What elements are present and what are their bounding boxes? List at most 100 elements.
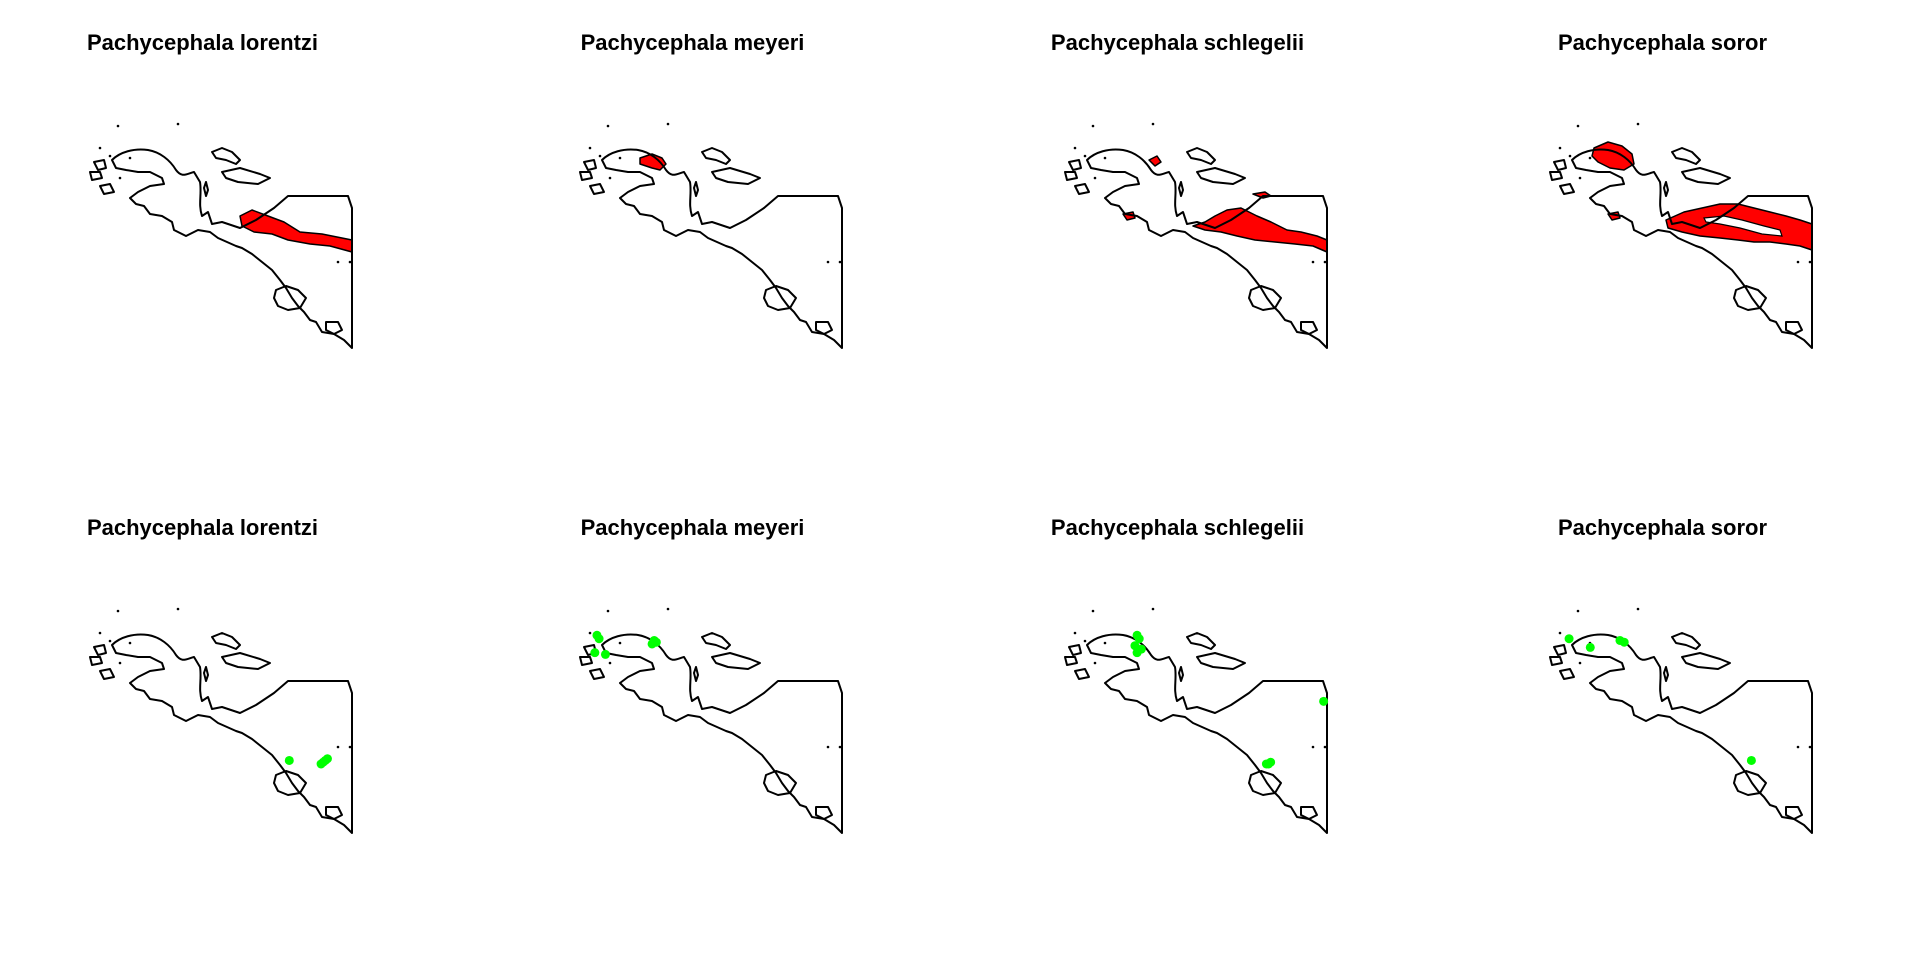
island-outline: [763, 770, 797, 796]
species-title: Pachycephala schlegelii: [1050, 30, 1305, 55]
islet: [176, 122, 180, 126]
map: [1549, 607, 1813, 834]
island-outline: [1553, 644, 1567, 656]
island-outline: [273, 285, 307, 311]
islet: [598, 154, 602, 158]
occurrence-point: [1134, 634, 1144, 644]
islet: [608, 176, 612, 180]
islet: [826, 260, 830, 264]
islet: [128, 156, 132, 160]
island-outline: [1681, 167, 1731, 185]
island-outline: [89, 171, 103, 181]
islet: [1093, 661, 1097, 665]
islet: [336, 745, 340, 749]
islet: [588, 631, 592, 635]
islet: [1151, 607, 1155, 611]
island-outline: [1248, 770, 1282, 796]
islet: [118, 176, 122, 180]
islet: [606, 124, 610, 128]
occurrence-point: [1319, 696, 1329, 706]
island-outline: [1549, 171, 1563, 181]
island-outline: [325, 321, 343, 335]
island-outline: [1733, 770, 1767, 796]
island-outline: [1074, 183, 1090, 195]
islet: [1093, 176, 1097, 180]
occurrence-point: [1746, 755, 1756, 765]
island-outline: [583, 159, 597, 171]
occurrence-point: [647, 639, 657, 649]
island-outline: [211, 632, 241, 650]
island-outline: [211, 147, 241, 165]
islet: [1151, 122, 1155, 126]
occurrence-map-panel: Pachycephala soror: [1510, 515, 1910, 915]
islet: [116, 609, 120, 613]
occurrence-point: [1564, 634, 1574, 644]
occurrence-point: [600, 649, 610, 659]
island-outline: [579, 171, 593, 181]
island-outline: [1248, 285, 1282, 311]
islet: [1311, 260, 1315, 264]
islet: [116, 124, 120, 128]
island-outline: [693, 666, 699, 682]
species-title: Pachycephala meyeri: [580, 30, 805, 55]
island-outline: [203, 181, 209, 197]
range-map-panel: Pachycephala schlegelii: [1025, 30, 1425, 430]
islet: [128, 641, 132, 645]
island-outline: [589, 183, 605, 195]
map: [89, 607, 353, 834]
map: [89, 122, 353, 349]
islet: [1091, 124, 1095, 128]
islet: [606, 609, 610, 613]
islet: [1323, 745, 1327, 749]
island-outline: [1064, 656, 1078, 666]
island-outline: [1559, 668, 1575, 680]
island-outline: [1681, 652, 1731, 670]
map: [579, 122, 843, 349]
island-outline: [1785, 321, 1803, 335]
islet: [1576, 609, 1580, 613]
islet: [1103, 156, 1107, 160]
islet: [1636, 122, 1640, 126]
island-outline: [1671, 147, 1701, 165]
range-polygon: [239, 209, 353, 253]
islet: [838, 745, 842, 749]
island-outline: [1663, 666, 1669, 682]
islet: [1796, 745, 1800, 749]
island-outline: [93, 159, 107, 171]
islet: [98, 146, 102, 150]
occurrence-map-panel: Pachycephala lorentzi: [50, 515, 450, 915]
islet: [118, 661, 122, 665]
islet: [1576, 124, 1580, 128]
species-title: Pachycephala lorentzi: [86, 30, 319, 55]
island-outline: [1549, 656, 1563, 666]
island-outline: [99, 183, 115, 195]
island-outline: [325, 806, 343, 820]
islet: [98, 631, 102, 635]
coastline: [1086, 148, 1328, 349]
occurrence-point: [594, 634, 604, 644]
occurrence-point: [284, 755, 294, 765]
islet: [618, 641, 622, 645]
range-map-panel: Pachycephala lorentzi: [50, 30, 450, 430]
island-outline: [1733, 285, 1767, 311]
island-outline: [579, 656, 593, 666]
islet: [108, 639, 112, 643]
island-outline: [1559, 183, 1575, 195]
islet: [1083, 639, 1087, 643]
island-outline: [1196, 167, 1246, 185]
species-title: Pachycephala lorentzi: [86, 515, 319, 540]
occurrence-point: [1136, 644, 1146, 654]
occurrence-point: [1619, 637, 1629, 647]
island-outline: [1186, 632, 1216, 650]
islet: [1796, 260, 1800, 264]
range-map-panel: Pachycephala soror: [1510, 30, 1910, 430]
island-outline: [1178, 181, 1184, 197]
island-outline: [815, 806, 833, 820]
islet: [588, 146, 592, 150]
occurrence-point: [318, 757, 328, 767]
coastline: [601, 148, 843, 349]
map: [1549, 122, 1813, 349]
islet: [1323, 260, 1327, 264]
occurrence-point: [1264, 759, 1274, 769]
islet: [1073, 146, 1077, 150]
